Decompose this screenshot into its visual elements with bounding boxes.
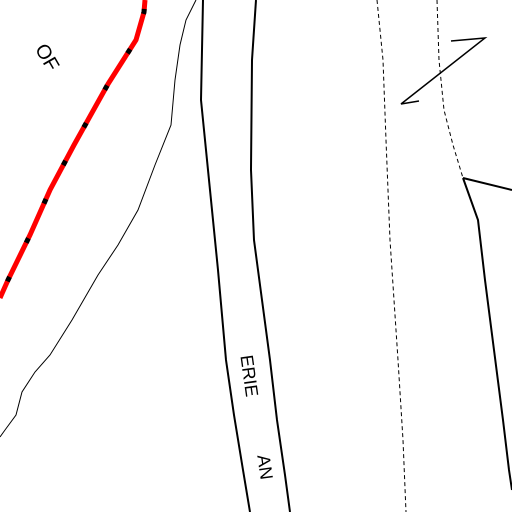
boundary-line bbox=[0, 0, 148, 300]
dashed-line-west bbox=[376, 0, 407, 512]
canal-bank-east bbox=[249, 0, 291, 512]
shoreline bbox=[0, 0, 197, 438]
dashed-line-east bbox=[436, 0, 464, 179]
zigzag-line bbox=[400, 37, 488, 105]
road-east-branch bbox=[462, 177, 512, 191]
canal-label-an: AN bbox=[253, 453, 276, 481]
road-east bbox=[462, 177, 512, 491]
canal-bank-west bbox=[199, 0, 251, 512]
